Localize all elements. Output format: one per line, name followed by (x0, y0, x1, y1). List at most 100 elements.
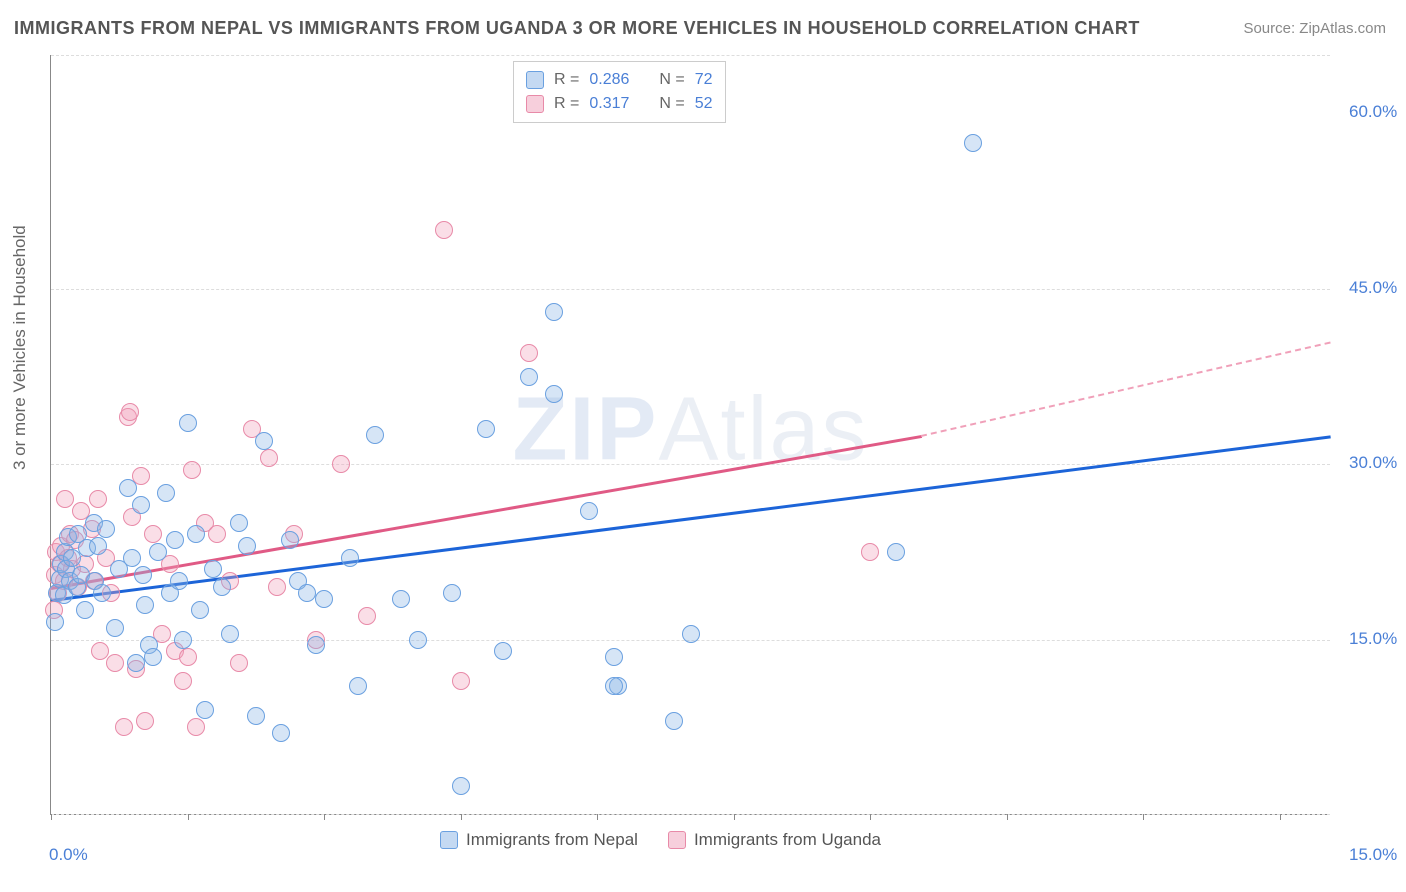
data-point-nepal (605, 677, 623, 695)
swatch-blue-icon (526, 71, 544, 89)
data-point-uganda (89, 490, 107, 508)
data-point-uganda (121, 403, 139, 421)
data-point-nepal (605, 648, 623, 666)
data-point-nepal (452, 777, 470, 795)
data-point-nepal (187, 525, 205, 543)
data-point-uganda (179, 648, 197, 666)
x-tick (51, 814, 52, 820)
data-point-nepal (174, 631, 192, 649)
data-point-nepal (221, 625, 239, 643)
data-point-uganda (56, 490, 74, 508)
data-point-nepal (545, 303, 563, 321)
x-tick (734, 814, 735, 820)
x-tick-label: 0.0% (49, 845, 88, 865)
trendline (921, 341, 1331, 436)
y-tick-label: 30.0% (1349, 453, 1397, 473)
data-point-uganda (520, 344, 538, 362)
data-point-nepal (665, 712, 683, 730)
data-point-nepal (132, 496, 150, 514)
data-point-nepal (123, 549, 141, 567)
data-point-nepal (494, 642, 512, 660)
data-point-uganda (187, 718, 205, 736)
data-point-nepal (157, 484, 175, 502)
x-tick (1143, 814, 1144, 820)
data-point-nepal (196, 701, 214, 719)
data-point-nepal (170, 572, 188, 590)
series-legend: Immigrants from Nepal Immigrants from Ug… (440, 830, 881, 850)
correlation-legend: R = 0.286 N = 72 R = 0.317 N = 52 (513, 61, 726, 123)
data-point-nepal (520, 368, 538, 386)
data-point-nepal (149, 543, 167, 561)
correlation-chart: IMMIGRANTS FROM NEPAL VS IMMIGRANTS FROM… (0, 0, 1406, 892)
data-point-nepal (136, 596, 154, 614)
data-point-nepal (144, 648, 162, 666)
data-point-uganda (452, 672, 470, 690)
gridline (51, 55, 1330, 56)
data-point-nepal (238, 537, 256, 555)
data-point-nepal (166, 531, 184, 549)
data-point-nepal (213, 578, 231, 596)
data-point-uganda (861, 543, 879, 561)
data-point-uganda (174, 672, 192, 690)
data-point-nepal (477, 420, 495, 438)
legend-item-uganda: Immigrants from Uganda (668, 830, 881, 850)
data-point-uganda (230, 654, 248, 672)
legend-row-uganda: R = 0.317 N = 52 (526, 92, 713, 116)
x-tick (1007, 814, 1008, 820)
data-point-nepal (127, 654, 145, 672)
gridline (51, 814, 1330, 815)
data-point-nepal (281, 531, 299, 549)
data-point-uganda (183, 461, 201, 479)
data-point-nepal (106, 619, 124, 637)
data-point-nepal (580, 502, 598, 520)
y-tick-label: 60.0% (1349, 102, 1397, 122)
plot-area: ZIPAtlas R = 0.286 N = 72 R = 0.317 N = … (50, 55, 1330, 815)
source-label: Source: ZipAtlas.com (1243, 20, 1386, 37)
y-tick-label: 15.0% (1349, 629, 1397, 649)
legend-row-nepal: R = 0.286 N = 72 (526, 68, 713, 92)
swatch-pink-icon (668, 831, 686, 849)
data-point-nepal (366, 426, 384, 444)
x-tick (870, 814, 871, 820)
data-point-nepal (964, 134, 982, 152)
data-point-nepal (230, 514, 248, 532)
data-point-nepal (392, 590, 410, 608)
data-point-nepal (89, 537, 107, 555)
data-point-uganda (260, 449, 278, 467)
data-point-nepal (409, 631, 427, 649)
data-point-nepal (255, 432, 273, 450)
data-point-nepal (134, 566, 152, 584)
data-point-nepal (191, 601, 209, 619)
data-point-nepal (179, 414, 197, 432)
data-point-nepal (315, 590, 333, 608)
data-point-nepal (272, 724, 290, 742)
data-point-nepal (97, 520, 115, 538)
x-tick-label: 15.0% (1349, 845, 1397, 865)
watermark: ZIPAtlas (512, 378, 868, 481)
gridline (51, 289, 1330, 290)
x-tick (324, 814, 325, 820)
x-tick (1280, 814, 1281, 820)
x-tick (188, 814, 189, 820)
legend-item-nepal: Immigrants from Nepal (440, 830, 638, 850)
chart-title: IMMIGRANTS FROM NEPAL VS IMMIGRANTS FROM… (14, 18, 1140, 39)
data-point-uganda (136, 712, 154, 730)
data-point-nepal (46, 613, 64, 631)
x-tick (597, 814, 598, 820)
data-point-uganda (268, 578, 286, 596)
y-tick-label: 45.0% (1349, 278, 1397, 298)
data-point-nepal (204, 560, 222, 578)
data-point-nepal (298, 584, 316, 602)
data-point-nepal (76, 601, 94, 619)
data-point-uganda (115, 718, 133, 736)
data-point-nepal (349, 677, 367, 695)
data-point-nepal (247, 707, 265, 725)
data-point-nepal (545, 385, 563, 403)
data-point-nepal (443, 584, 461, 602)
swatch-blue-icon (440, 831, 458, 849)
data-point-nepal (93, 584, 111, 602)
data-point-uganda (208, 525, 226, 543)
data-point-nepal (119, 479, 137, 497)
data-point-uganda (358, 607, 376, 625)
gridline (51, 464, 1330, 465)
